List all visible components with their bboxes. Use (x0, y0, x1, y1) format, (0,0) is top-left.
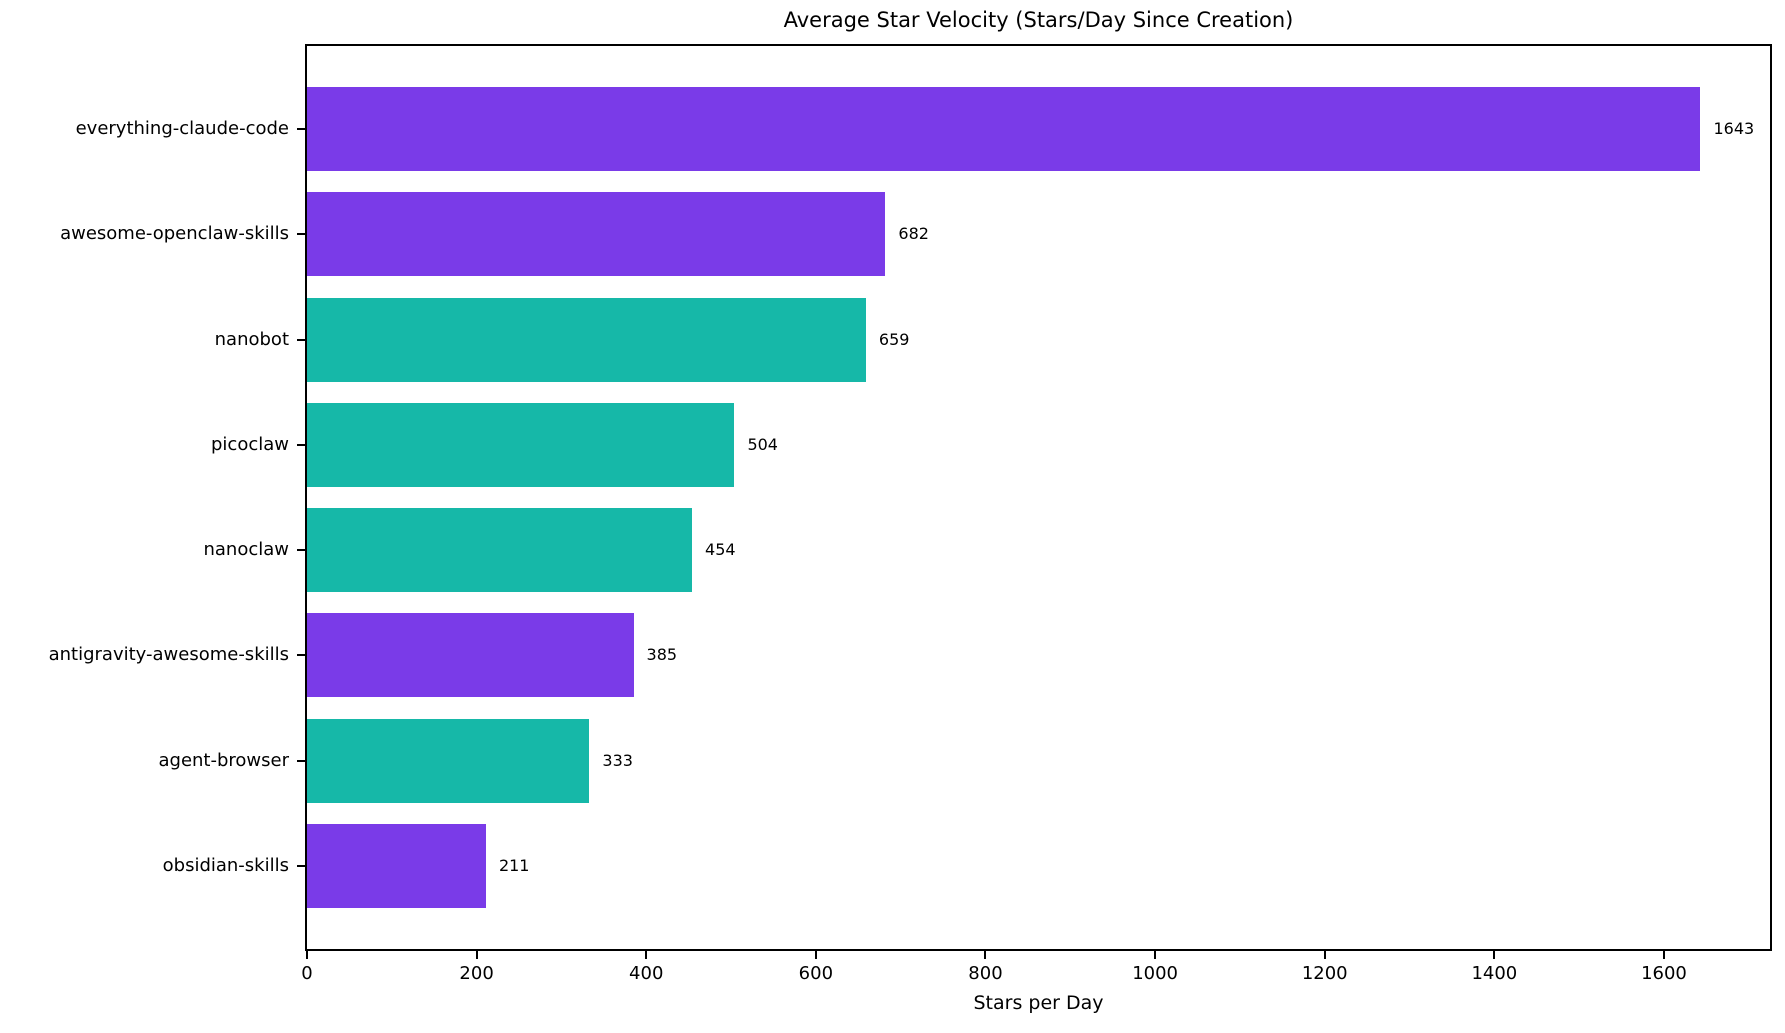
x-axis-label: Stars per Day (973, 992, 1104, 1014)
bar-agent-browser (307, 718, 590, 803)
bar-value-label: 1643 (1713, 119, 1755, 139)
y-axis-label-picoclaw: picoclaw (211, 433, 289, 455)
x-tick-mark (1662, 951, 1665, 959)
y-tick-mark (297, 759, 305, 762)
y-axis-label-awesome-openclaw-skills: awesome-openclaw-skills (60, 223, 289, 245)
y-tick-mark (297, 654, 305, 657)
x-tick-label: 0 (301, 963, 313, 984)
x-tick-mark (306, 951, 308, 959)
y-tick-mark (297, 549, 305, 552)
bar-nanobot (307, 297, 866, 382)
x-tick-mark (984, 951, 987, 959)
x-tick-label: 1000 (1132, 963, 1179, 984)
y-axis-label-everything-claude-code: everything-claude-code (75, 118, 289, 140)
bar-value-label: 454 (705, 540, 736, 560)
x-tick-label: 1600 (1641, 963, 1687, 984)
bar-antigravity-awesome-skills (307, 613, 634, 698)
bar-obsidian-skills (307, 823, 486, 908)
x-tick-label: 200 (459, 963, 494, 984)
bar-awesome-openclaw-skills (307, 192, 886, 277)
x-tick-mark (814, 951, 817, 959)
bar-everything-claude-code (307, 87, 1701, 172)
y-tick-mark (297, 128, 305, 131)
y-axis-label-nanoclaw: nanoclaw (203, 539, 289, 561)
y-tick-mark (297, 864, 305, 867)
bar-picoclaw (307, 402, 735, 487)
x-tick-mark (1154, 951, 1157, 959)
y-axis-label-agent-browser: agent-browser (158, 749, 289, 771)
x-tick-label: 400 (629, 963, 664, 984)
y-tick-mark (297, 233, 305, 236)
chart-title: Average Star Velocity (Stars/Day Since C… (783, 8, 1294, 32)
x-tick-mark (475, 951, 478, 959)
bar-value-label: 333 (602, 750, 633, 770)
x-tick-mark (1323, 951, 1326, 959)
bar-nanoclaw (307, 508, 693, 593)
x-tick-mark (645, 951, 648, 959)
bar-value-label: 211 (498, 855, 530, 875)
y-axis-label-obsidian-skills: obsidian-skills (162, 854, 289, 876)
x-tick-label: 600 (798, 963, 834, 984)
x-tick-label: 1200 (1301, 963, 1348, 984)
bar-value-label: 504 (747, 434, 778, 454)
y-tick-mark (297, 443, 305, 446)
x-tick-label: 1400 (1471, 963, 1518, 984)
y-axis-label-nanobot: nanobot (214, 328, 289, 350)
bar-value-label: 659 (878, 329, 910, 349)
plot-area: 1643 682 659 504 454 385 333 211 (305, 44, 1772, 951)
bar-value-label: 682 (898, 224, 929, 244)
y-tick-mark (297, 338, 305, 341)
x-tick-mark (1493, 951, 1496, 959)
bar-value-label: 385 (646, 645, 678, 665)
x-tick-label: 800 (968, 963, 1003, 984)
y-axis-label-antigravity-awesome-skills: antigravity-awesome-skills (48, 644, 289, 666)
